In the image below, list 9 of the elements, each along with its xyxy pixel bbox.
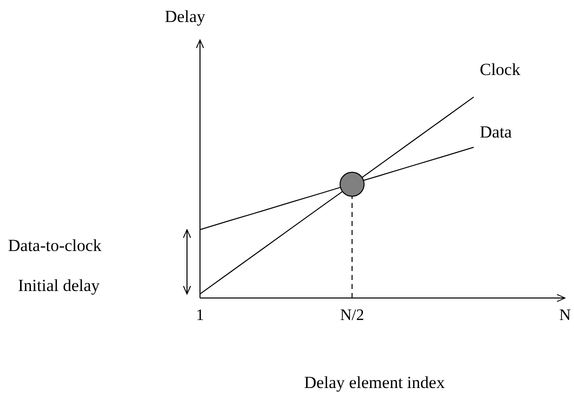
x-tick-label: N/2 <box>340 307 364 324</box>
x-axis-title: Delay element index <box>304 373 446 392</box>
series-label: Clock <box>480 60 521 79</box>
x-tick-label: 1 <box>196 307 204 324</box>
text: Data-to-clock <box>8 236 102 255</box>
x-tick-label: N <box>559 307 572 324</box>
series-label: Data <box>480 122 512 142</box>
y-axis-title: Delay <box>164 7 206 26</box>
text: Initial delay <box>18 276 100 295</box>
